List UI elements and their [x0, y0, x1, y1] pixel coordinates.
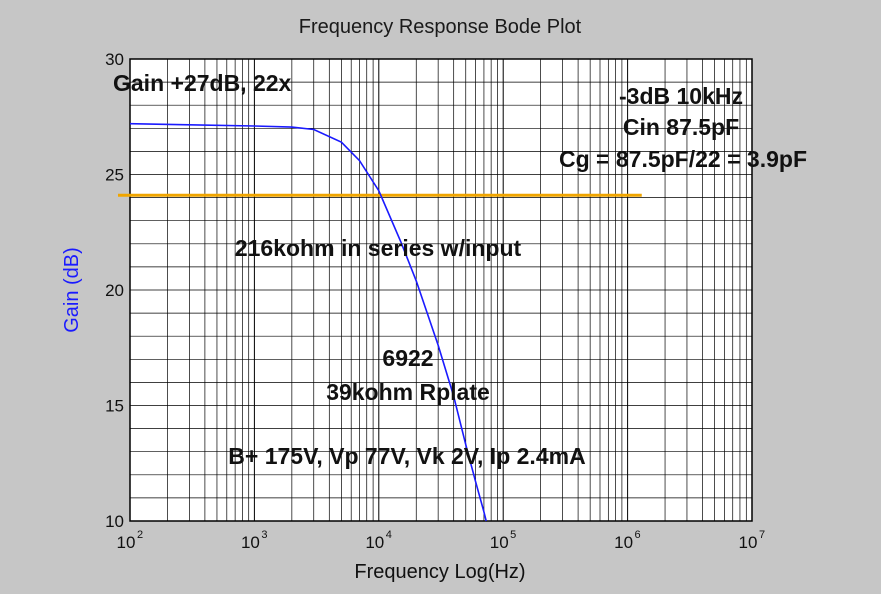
y-tick-label: 15	[105, 397, 124, 416]
x-tick-exponent: 4	[386, 529, 392, 541]
chart-title: Frequency Response Bode Plot	[299, 16, 582, 38]
x-tick-label: 10	[490, 533, 509, 552]
x-tick-exponent: 7	[759, 529, 765, 541]
x-tick-label: 10	[365, 533, 384, 552]
x-axis-label: Frequency Log(Hz)	[354, 561, 525, 583]
y-tick-label: 30	[105, 50, 124, 69]
x-tick-exponent: 5	[510, 529, 516, 541]
y-tick-label: 10	[105, 512, 124, 531]
annotation-gain: Gain +27dB, 22x	[113, 70, 292, 96]
gain-curve	[129, 122, 487, 522]
annotation-rplate: 39kohm Rplate	[326, 379, 490, 405]
annotation-minus3db: -3dB 10kHz	[619, 83, 743, 109]
x-tick-exponent: 2	[137, 529, 143, 541]
x-tick-label: 10	[241, 533, 260, 552]
x-tick-label: 10	[117, 533, 136, 552]
annotation-cg: Cg = 87.5pF/22 = 3.9pF	[559, 146, 807, 172]
x-tick-label: 10	[739, 533, 758, 552]
annotation-bias: B+ 175V, Vp 77V, Vk 2V, Ip 2.4mA	[228, 443, 585, 469]
y-tick-label: 20	[105, 281, 124, 300]
x-tick-label: 10	[614, 533, 633, 552]
annotation-tube: 6922	[382, 345, 433, 371]
y-tick-label: 25	[105, 166, 124, 185]
annotation-series: 216kohm in series w/input	[235, 235, 522, 261]
x-tick-exponent: 3	[261, 529, 267, 541]
y-axis-label: Gain (dB)	[61, 247, 83, 333]
x-tick-exponent: 6	[635, 529, 641, 541]
annotation-cin: Cin 87.5pF	[623, 114, 739, 140]
